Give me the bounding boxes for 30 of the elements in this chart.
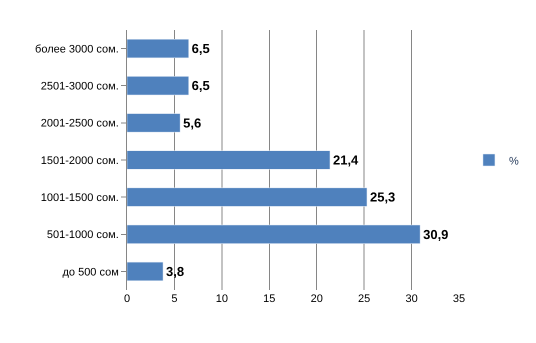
y-tick-label: до 500 сом xyxy=(62,266,119,278)
data-label: 6,5 xyxy=(192,78,210,94)
bar xyxy=(127,262,164,281)
bar xyxy=(127,224,420,244)
data-label: 5,6 xyxy=(183,115,202,130)
y-tick-label: 2501-3000 сом. xyxy=(40,80,119,93)
y-tick-label: 1001-1500 сом. xyxy=(40,192,119,204)
y-tick-label: более 3000 сом. xyxy=(35,43,119,56)
bar xyxy=(127,76,189,96)
x-tick-label: 35 xyxy=(452,293,466,305)
bar xyxy=(127,188,368,207)
legend-label: % xyxy=(508,155,519,168)
x-tick-label: 15 xyxy=(263,293,276,305)
y-tick-label: 501-1000 сом. xyxy=(46,229,119,242)
bar xyxy=(127,39,189,58)
x-tick-label: 10 xyxy=(216,293,228,305)
x-tick-label: 25 xyxy=(358,293,370,305)
x-tick-label: 30 xyxy=(405,293,418,305)
x-tick-label: 20 xyxy=(310,293,323,305)
bar xyxy=(127,150,330,170)
y-tick-label: 2001-2500 сом. xyxy=(40,118,119,130)
data-label: 6,5 xyxy=(192,41,210,56)
data-label: 25,3 xyxy=(370,190,396,205)
data-label: 21,4 xyxy=(332,152,360,168)
y-tick-label: 1501-2000 сом. xyxy=(40,154,119,167)
data-label: 3,8 xyxy=(166,264,184,279)
bar xyxy=(127,113,180,132)
data-label: 30,9 xyxy=(423,226,448,242)
x-tick-label: 5 xyxy=(171,293,178,305)
x-tick-label: 0 xyxy=(124,293,130,305)
